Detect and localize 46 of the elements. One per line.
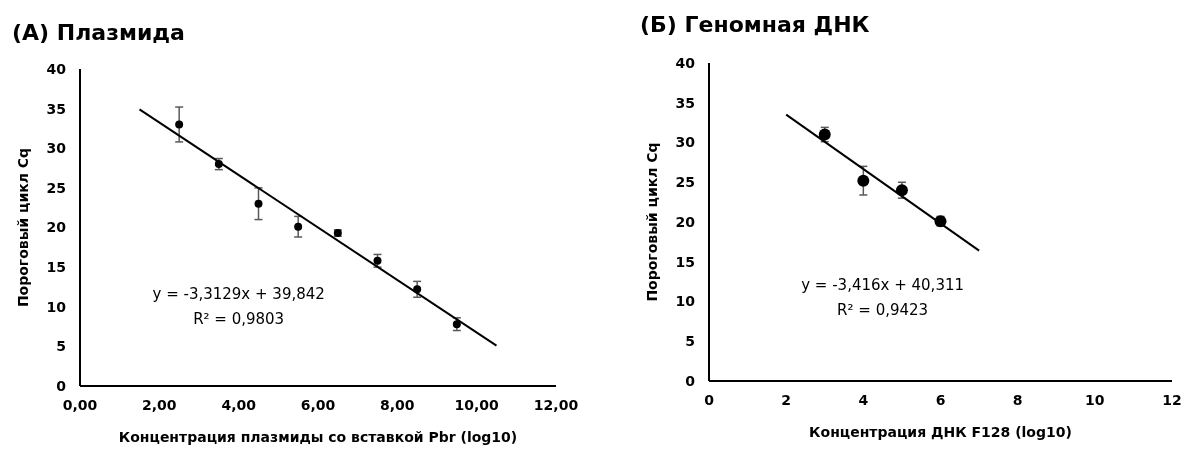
x-tick-label: 12,00 — [533, 397, 579, 413]
y-tick-label: 20 — [675, 213, 696, 230]
x-tick-label: 10,00 — [454, 397, 500, 413]
x-tick-label: 6 — [935, 392, 946, 408]
x-tick-label: 4 — [858, 392, 869, 408]
chart-title: (Б) Геномная ДНК — [640, 12, 870, 37]
y-tick-label: 0 — [685, 372, 696, 389]
annotation: R² = 0,9803 — [193, 309, 285, 328]
y-tick-label: 5 — [685, 333, 695, 350]
annotation: R² = 0,9423 — [837, 300, 929, 319]
x-tick-label: 6,00 — [300, 397, 336, 413]
y-axis-title: Пороговый цикл Cq — [15, 147, 31, 308]
y-tick-label: 35 — [46, 100, 66, 117]
y-tick-label: 0 — [56, 377, 67, 394]
point — [857, 174, 870, 187]
y-tick-label: 40 — [675, 54, 696, 71]
y-tick-label: 10 — [46, 298, 67, 315]
y-tick-label: 5 — [56, 338, 66, 355]
annotation: y = -3,416x + 40,311 — [801, 275, 965, 294]
y-tick-label: 40 — [46, 60, 67, 77]
annotation: y = -3,3129x + 39,842 — [152, 284, 325, 303]
y-tick-label: 15 — [46, 259, 66, 276]
x-axis-title: Концентрация плазмиды со вставкой Pbr (log10) — [118, 429, 518, 445]
x-tick-label: 8 — [1012, 392, 1023, 408]
x-tick-label: 2,00 — [142, 397, 177, 413]
x-tick-label: 10 — [1085, 392, 1105, 408]
y-tick-label: 30 — [675, 134, 696, 151]
x-tick-label: 12 — [1162, 392, 1182, 408]
point — [175, 120, 184, 129]
y-tick-label: 25 — [46, 179, 66, 196]
y-axis-title: Пороговый цикл Cq — [644, 142, 660, 302]
x-axis-title: Концентрация ДНК F128 (log10) — [809, 424, 1072, 440]
y-tick-label: 10 — [675, 293, 696, 310]
x-tick-label: 4,00 — [221, 397, 257, 413]
point — [294, 222, 303, 231]
x-tick-label: 0 — [704, 392, 715, 408]
chart-title: (А) Плазмида — [12, 20, 185, 45]
point — [254, 199, 263, 208]
y-tick-label: 30 — [46, 140, 67, 157]
x-tick-label: 8,00 — [380, 397, 415, 413]
y-tick-label: 35 — [675, 94, 695, 111]
y-tick-label: 15 — [675, 253, 695, 270]
y-tick-label: 25 — [675, 174, 695, 191]
x-tick-label: 2 — [781, 392, 792, 408]
y-tick-label: 20 — [46, 219, 67, 236]
x-tick-label: 0,00 — [62, 397, 98, 413]
